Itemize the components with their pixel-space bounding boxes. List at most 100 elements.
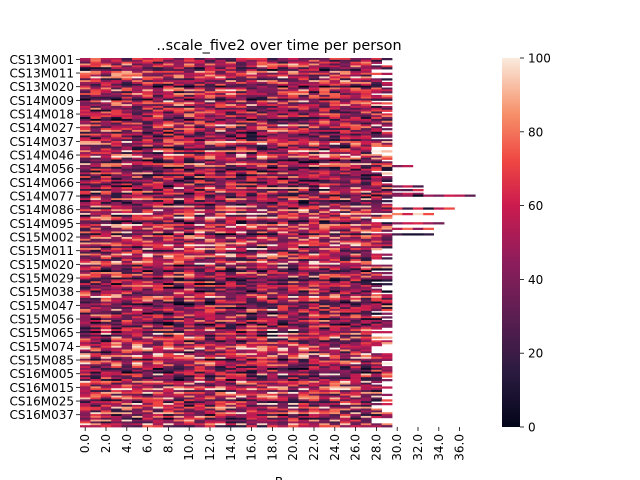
heatmap-cell <box>80 299 91 302</box>
heatmap-cell <box>256 255 268 258</box>
heatmap-cell <box>215 299 226 302</box>
heatmap-cell <box>194 166 206 170</box>
heatmap-cell <box>173 277 185 280</box>
heatmap-cell <box>204 316 216 319</box>
heatmap-cell <box>173 196 185 199</box>
heatmap-cell <box>163 98 174 101</box>
heatmap-cell <box>80 224 91 227</box>
heatmap-cell <box>412 212 424 216</box>
heatmap-cell <box>163 142 174 146</box>
heatmap-cell <box>204 323 216 326</box>
heatmap-cell <box>225 144 237 147</box>
heatmap-cell <box>100 251 112 254</box>
heatmap-cell <box>246 290 258 293</box>
heatmap-cell <box>350 259 362 262</box>
heatmap-cell <box>194 332 206 336</box>
heatmap-cell <box>277 297 289 301</box>
heatmap-cell <box>132 216 143 219</box>
heatmap-cell <box>371 102 382 105</box>
heatmap-cell <box>267 327 278 330</box>
heatmap-cell <box>90 115 102 118</box>
heatmap-cell <box>184 74 195 77</box>
heatmap-cell <box>173 96 185 99</box>
heatmap-cell <box>236 177 247 181</box>
heatmap-cell <box>340 155 351 159</box>
heatmap-cell <box>194 224 206 227</box>
heatmap-cell <box>256 240 268 243</box>
heatmap-cell <box>236 89 247 92</box>
heatmap-cell <box>194 133 206 136</box>
heatmap-cell <box>100 163 112 166</box>
heatmap-cell <box>90 273 102 277</box>
heatmap-cell <box>90 229 102 232</box>
heatmap-cell <box>100 235 112 238</box>
heatmap-cell <box>184 81 195 85</box>
heatmap-cell <box>121 113 133 116</box>
heatmap-cell <box>204 172 216 175</box>
heatmap-cell <box>132 131 143 135</box>
heatmap-cell <box>329 146 341 149</box>
heatmap-cell <box>80 131 91 135</box>
heatmap-cell <box>371 266 382 269</box>
heatmap-cell <box>246 220 258 223</box>
heatmap-cell <box>173 198 185 201</box>
heatmap-cell <box>288 89 299 92</box>
heatmap-cell <box>90 104 102 107</box>
heatmap-cell <box>173 207 185 210</box>
heatmap-cell <box>433 222 445 225</box>
heatmap-cell <box>371 96 382 99</box>
heatmap-cell <box>90 163 102 166</box>
heatmap-cell <box>267 340 278 343</box>
heatmap-cell <box>329 236 341 240</box>
heatmap-cell <box>111 277 122 280</box>
heatmap-cell <box>100 332 112 336</box>
heatmap-cell <box>152 340 164 343</box>
heatmap-cell <box>132 187 143 190</box>
heatmap-cell <box>90 268 102 271</box>
heatmap-cell <box>319 240 330 243</box>
heatmap-cell <box>277 189 289 192</box>
heatmap-cell <box>80 165 91 168</box>
heatmap-cell <box>371 222 382 225</box>
heatmap-cell <box>163 238 174 242</box>
heatmap-cell <box>381 358 393 361</box>
heatmap-cell <box>236 185 247 188</box>
heatmap-cell <box>184 148 195 151</box>
heatmap-cell <box>184 290 195 293</box>
heatmap-cell <box>215 360 226 363</box>
heatmap-cell <box>350 168 362 171</box>
heatmap-cell <box>194 161 206 164</box>
heatmap-cell <box>298 281 310 284</box>
heatmap-cell <box>215 349 226 352</box>
heatmap-cell <box>381 212 393 216</box>
heatmap-cell <box>225 319 237 323</box>
heatmap-cell <box>360 310 372 314</box>
heatmap-cell <box>267 211 278 214</box>
heatmap-cell <box>277 192 289 195</box>
heatmap-cell <box>350 338 362 341</box>
heatmap-cell <box>308 192 320 195</box>
heatmap-cell <box>111 58 122 61</box>
heatmap-cell <box>90 262 102 266</box>
heatmap-cell <box>184 67 195 70</box>
heatmap-cell <box>80 316 91 319</box>
heatmap-cell <box>80 117 91 120</box>
heatmap-cell <box>308 198 320 201</box>
heatmap-cell <box>308 268 320 271</box>
heatmap-cell <box>121 94 133 98</box>
heatmap-cell <box>152 297 164 301</box>
heatmap-cell <box>225 305 237 308</box>
heatmap-cell <box>381 115 393 118</box>
heatmap-cell <box>225 201 237 205</box>
heatmap-cell <box>319 118 330 122</box>
heatmap-cell <box>194 196 206 199</box>
heatmap-cell <box>80 81 91 85</box>
heatmap-cell <box>329 253 341 256</box>
heatmap-cell <box>360 74 372 77</box>
heatmap-cell <box>308 353 320 356</box>
heatmap-cell <box>100 96 112 99</box>
heatmap-cell <box>236 242 247 245</box>
heatmap-cell <box>132 218 143 221</box>
heatmap-cell <box>215 290 226 293</box>
heatmap-cell <box>215 343 226 347</box>
